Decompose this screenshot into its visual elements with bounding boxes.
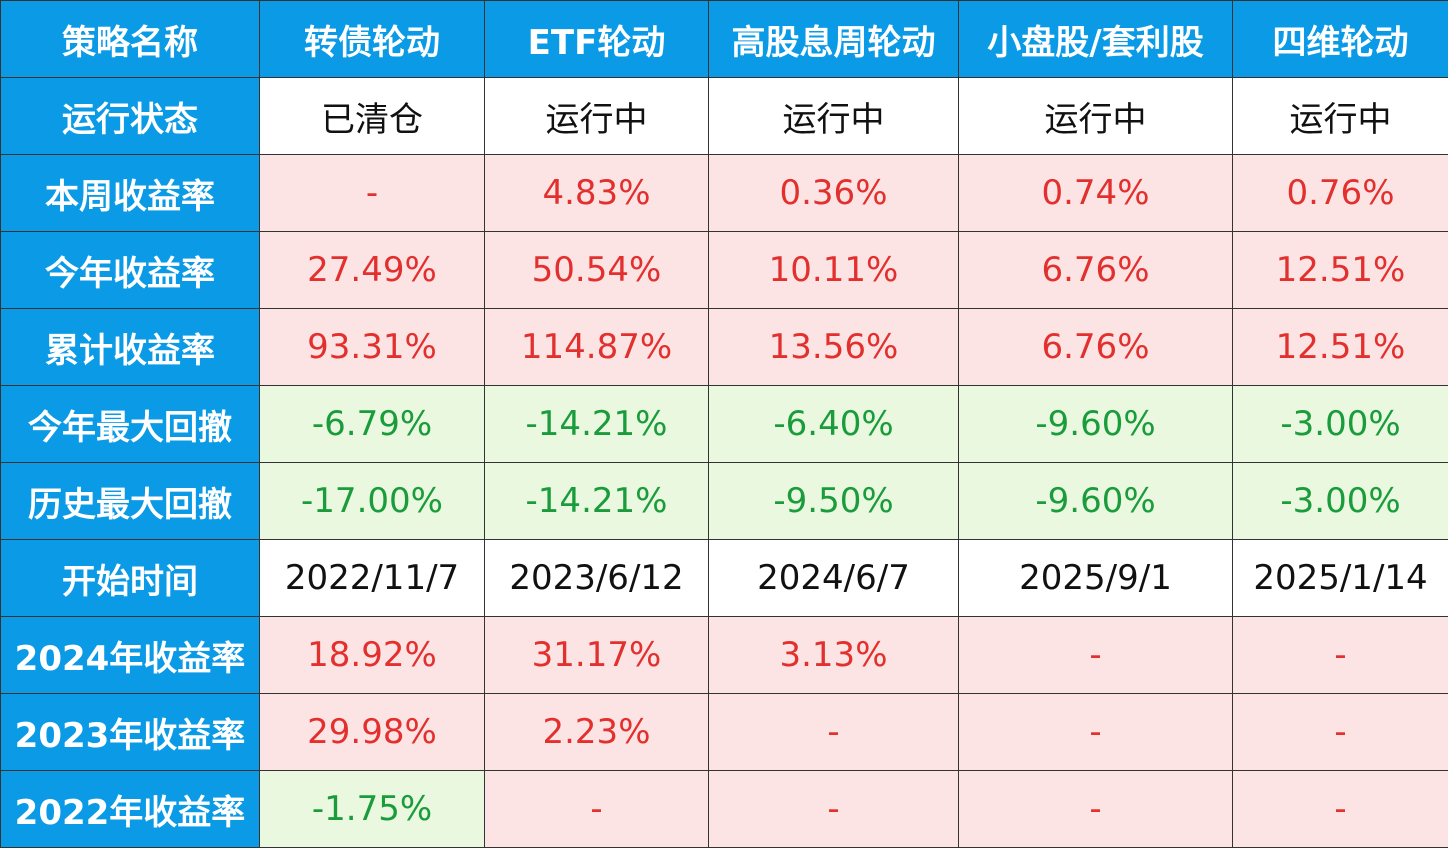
table-cell: -6.79%	[260, 386, 485, 463]
table-cell: -6.40%	[709, 386, 959, 463]
header-cell: 策略名称	[1, 1, 260, 78]
table-cell: -9.50%	[709, 463, 959, 540]
table-cell: 运行中	[485, 78, 709, 155]
table-cell: 6.76%	[959, 309, 1233, 386]
table-row: 运行状态已清仓运行中运行中运行中运行中	[1, 78, 1448, 155]
header-cell: 小盘股/套利股	[959, 1, 1233, 78]
table-row: 本周收益率-4.83%0.36%0.74%0.76%	[1, 155, 1448, 232]
table-cell: -9.60%	[959, 463, 1233, 540]
table-cell: -14.21%	[485, 386, 709, 463]
table-cell: 运行中	[709, 78, 959, 155]
table-cell: 3.13%	[709, 617, 959, 694]
table-cell: 0.76%	[1233, 155, 1448, 232]
table-cell: 93.31%	[260, 309, 485, 386]
table-cell: 2025/1/14	[1233, 540, 1448, 617]
row-label: 历史最大回撤	[1, 463, 260, 540]
table-row: 2022年收益率-1.75%----	[1, 771, 1448, 848]
table-cell: -	[709, 694, 959, 771]
table-row: 今年最大回撤-6.79%-14.21%-6.40%-9.60%-3.00%	[1, 386, 1448, 463]
row-label: 2024年收益率	[1, 617, 260, 694]
table-cell: 2022/11/7	[260, 540, 485, 617]
row-label: 今年收益率	[1, 232, 260, 309]
row-label: 2022年收益率	[1, 771, 260, 848]
table-cell: 6.76%	[959, 232, 1233, 309]
table-cell: 29.98%	[260, 694, 485, 771]
table-row: 历史最大回撤-17.00%-14.21%-9.50%-9.60%-3.00%	[1, 463, 1448, 540]
table-cell: -	[709, 771, 959, 848]
table-cell: -3.00%	[1233, 386, 1448, 463]
table-cell: -	[485, 771, 709, 848]
row-label: 累计收益率	[1, 309, 260, 386]
table-cell: 0.74%	[959, 155, 1233, 232]
row-label: 运行状态	[1, 78, 260, 155]
table-cell: 12.51%	[1233, 309, 1448, 386]
table-cell: 2023/6/12	[485, 540, 709, 617]
header-cell: 高股息周轮动	[709, 1, 959, 78]
row-label: 本周收益率	[1, 155, 260, 232]
table-cell: 运行中	[1233, 78, 1448, 155]
table-cell: 4.83%	[485, 155, 709, 232]
table-cell: -3.00%	[1233, 463, 1448, 540]
table-cell: 12.51%	[1233, 232, 1448, 309]
table-cell: -1.75%	[260, 771, 485, 848]
row-label: 今年最大回撤	[1, 386, 260, 463]
table-cell: 2024/6/7	[709, 540, 959, 617]
table-cell: -	[1233, 771, 1448, 848]
table-cell: -	[959, 617, 1233, 694]
table-cell: 13.56%	[709, 309, 959, 386]
table-cell: -	[1233, 694, 1448, 771]
table-cell: 10.11%	[709, 232, 959, 309]
table-cell: 0.36%	[709, 155, 959, 232]
table-cell: 31.17%	[485, 617, 709, 694]
table-cell: 114.87%	[485, 309, 709, 386]
row-label: 开始时间	[1, 540, 260, 617]
table-cell: 2.23%	[485, 694, 709, 771]
table-cell: -	[959, 771, 1233, 848]
header-cell: 转债轮动	[260, 1, 485, 78]
table-cell: -	[959, 694, 1233, 771]
header-cell: 四维轮动	[1233, 1, 1448, 78]
table-cell: 运行中	[959, 78, 1233, 155]
table-cell: 2025/9/1	[959, 540, 1233, 617]
header-cell: ETF轮动	[485, 1, 709, 78]
table-cell: -	[260, 155, 485, 232]
row-label: 2023年收益率	[1, 694, 260, 771]
table-cell: -9.60%	[959, 386, 1233, 463]
table-cell: 27.49%	[260, 232, 485, 309]
table-cell: -	[1233, 617, 1448, 694]
table-cell: -17.00%	[260, 463, 485, 540]
table-cell: 已清仓	[260, 78, 485, 155]
table-cell: -14.21%	[485, 463, 709, 540]
table-cell: 50.54%	[485, 232, 709, 309]
table-cell: 18.92%	[260, 617, 485, 694]
